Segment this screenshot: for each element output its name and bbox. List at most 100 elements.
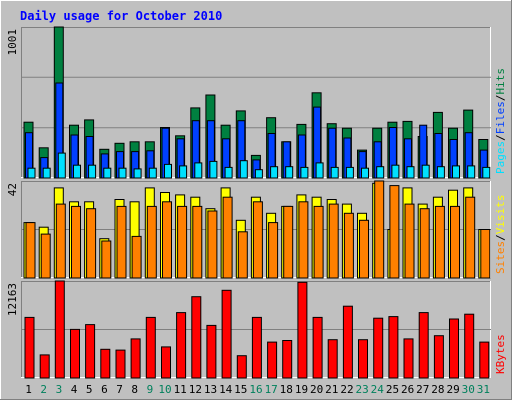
x-tick-label: 2	[40, 383, 47, 396]
bar-pages-day-13	[209, 160, 218, 179]
bar-kbytes-day-18	[282, 340, 293, 379]
bar-sites-day-16	[252, 201, 263, 279]
y-max-label: 1001	[6, 29, 19, 56]
bar-sites-day-5	[86, 208, 97, 279]
bar-pages-day-11	[179, 165, 188, 179]
bar-pages-day-20	[315, 162, 324, 179]
bar-sites-day-23	[359, 219, 369, 279]
x-tick-label: 3	[56, 383, 63, 396]
bar-sites-day-2	[40, 233, 51, 279]
bar-kbytes-day-5	[85, 324, 96, 379]
legend-separator: /	[494, 134, 507, 141]
x-tick-label: 28	[431, 383, 444, 396]
bar-kbytes-day-31	[479, 341, 490, 379]
bar-pages-day-21	[330, 166, 339, 179]
x-tick-label: 11	[174, 383, 187, 396]
bar-kbytes-day-3	[54, 280, 65, 379]
legend-separator: /	[494, 95, 507, 102]
x-tick-label: 23	[355, 383, 368, 396]
x-tick-label: 27	[416, 383, 429, 396]
bar-pages-day-26	[406, 166, 415, 179]
bar-kbytes-day-26	[403, 338, 414, 379]
bar-kbytes-day-2	[39, 354, 50, 379]
bar-sites-day-13	[207, 210, 218, 279]
bar-pages-day-8	[133, 168, 142, 179]
bar-kbytes-day-4	[70, 328, 80, 379]
bar-sites-day-25	[389, 185, 400, 279]
bar-pages-day-12	[194, 162, 203, 179]
x-tick-label: 20	[310, 383, 323, 396]
y-max-label: 12163	[6, 283, 19, 316]
panel-1: 1001 Pages/Files/Hits	[6, 26, 507, 179]
x-tick-label: 10	[158, 383, 171, 396]
bar-kbytes-day-20	[312, 316, 323, 379]
x-tick-label: 29	[446, 383, 459, 396]
bar-sites-day-8	[131, 235, 142, 279]
bar-kbytes-day-28	[433, 335, 444, 379]
bar-sites-day-15	[237, 231, 248, 279]
bar-kbytes-day-17	[267, 341, 278, 379]
bar-pages-day-24	[376, 166, 385, 179]
bar-kbytes-day-10	[161, 346, 171, 379]
bar-sites-day-19	[298, 201, 309, 279]
x-tick-label: 1	[25, 383, 32, 396]
bar-kbytes-day-15	[236, 355, 247, 379]
bar-sites-day-9	[146, 205, 157, 279]
x-tick-label: 5	[86, 383, 93, 396]
bar-pages-day-19	[300, 166, 309, 179]
bar-pages-day-10	[164, 163, 172, 179]
bar-pages-day-23	[361, 167, 369, 179]
bar-sites-day-10	[162, 201, 172, 279]
x-tick-label: 16	[249, 383, 262, 396]
bar-sites-day-6	[101, 240, 112, 279]
bar-sites-day-28	[434, 205, 445, 279]
bar-pages-day-28	[436, 166, 445, 179]
bar-sites-day-18	[283, 205, 294, 279]
x-tick-label: 9	[147, 383, 154, 396]
bar-sites-day-30	[465, 196, 476, 279]
bar-pages-day-17	[270, 166, 279, 179]
x-tick-label: 14	[219, 383, 233, 396]
bar-kbytes-day-11	[176, 312, 187, 379]
bar-kbytes-day-23	[358, 339, 368, 379]
bar-kbytes-day-22	[342, 305, 353, 379]
x-tick-label: 25	[386, 383, 399, 396]
bar-pages-day-29	[452, 165, 460, 179]
bar-kbytes-day-25	[388, 316, 399, 379]
bar-sites-day-1	[25, 222, 36, 279]
bar-kbytes-day-13	[206, 324, 217, 379]
bar-kbytes-day-7	[115, 349, 126, 379]
legend-item-kbytes: KBytes	[494, 334, 507, 374]
panel-2: 42 Sites/Visits	[6, 180, 507, 279]
legend: Pages/Files/Hits	[494, 68, 507, 174]
bar-pages-day-2	[42, 167, 51, 179]
bar-kbytes-day-30	[464, 313, 475, 379]
legend-item-visits: Visits	[494, 195, 507, 235]
bar-pages-day-7	[118, 167, 127, 179]
x-tick-label: 13	[204, 383, 217, 396]
x-tick-label: 26	[401, 383, 414, 396]
x-tick-label: 12	[189, 383, 202, 396]
panel-3: 12163 KBytes	[6, 280, 507, 379]
bar-kbytes-day-27	[418, 312, 429, 379]
bar-kbytes-day-19	[297, 281, 308, 379]
legend-item-hits: Hits	[494, 68, 507, 95]
x-tick-label: 15	[234, 383, 247, 396]
x-tick-label: 19	[295, 383, 308, 396]
x-tick-label: 22	[340, 383, 353, 396]
legend-item-files: Files	[494, 101, 507, 134]
bar-pages-day-15	[239, 160, 248, 179]
x-tick-label: 7	[116, 383, 123, 396]
bar-pages-day-4	[73, 164, 81, 179]
bar-kbytes-day-14	[221, 289, 232, 379]
x-tick-label: 18	[280, 383, 293, 396]
bar-pages-day-9	[148, 167, 157, 179]
y-max-label: 42	[6, 183, 19, 196]
bar-sites-day-3	[55, 203, 66, 279]
x-tick-label: 21	[325, 383, 338, 396]
bar-kbytes-day-24	[373, 317, 384, 379]
bar-pages-day-16	[254, 169, 263, 179]
bar-pages-day-22	[345, 166, 354, 179]
bar-kbytes-day-1	[24, 316, 35, 379]
